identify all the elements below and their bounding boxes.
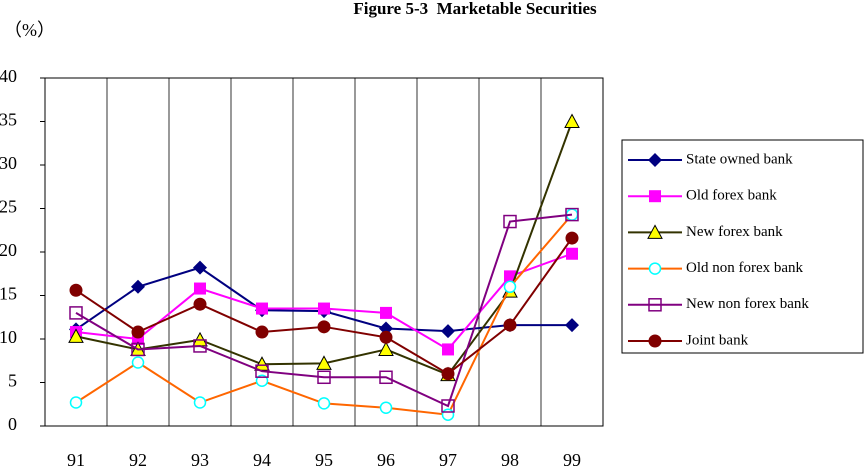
x-tick-label: 96	[377, 450, 395, 470]
x-tick-label: 99	[563, 450, 581, 470]
marker	[255, 374, 269, 388]
marker	[647, 224, 663, 239]
series-line	[75, 213, 573, 408]
plot-area	[44, 77, 604, 427]
y-tick-label: 40	[0, 66, 17, 86]
marker	[318, 302, 330, 315]
y-tick-label: 15	[0, 284, 17, 304]
marker	[648, 153, 662, 167]
marker	[565, 318, 579, 333]
marker	[69, 306, 83, 320]
x-tick-label: 91	[67, 450, 85, 470]
marker	[442, 343, 454, 356]
marker	[649, 190, 661, 203]
marker	[648, 298, 662, 312]
y-tick-label: 30	[0, 153, 17, 173]
marker	[317, 397, 331, 410]
marker	[255, 325, 269, 339]
legend-label: New forex bank	[686, 224, 783, 240]
marker	[503, 280, 517, 294]
marker	[564, 113, 580, 128]
chart-title: Figure 5-3 Marketable Securities	[353, 0, 597, 18]
marker	[194, 282, 206, 295]
marker	[131, 325, 145, 339]
x-tick-label: 97	[439, 450, 457, 470]
y-tick-label: 25	[0, 197, 17, 217]
marker	[193, 297, 207, 311]
marker	[566, 247, 578, 260]
marker	[441, 399, 455, 413]
legend-label: Old forex bank	[686, 188, 777, 204]
legend-label: Old non forex bank	[686, 260, 804, 276]
x-tick-label: 93	[191, 450, 209, 470]
marker	[131, 342, 145, 357]
marker	[255, 364, 269, 378]
marker	[68, 328, 84, 343]
marker	[504, 270, 516, 283]
legend-box	[621, 139, 864, 354]
marker	[316, 355, 332, 370]
marker	[378, 341, 394, 356]
y-tick-label: 20	[0, 240, 17, 260]
y-tick-label: 35	[0, 110, 17, 130]
y-tick-label: 5	[8, 371, 17, 391]
marker	[69, 396, 83, 409]
marker	[379, 330, 393, 344]
marker	[379, 401, 393, 414]
marker	[441, 324, 455, 339]
marker	[441, 367, 455, 381]
legend-label: State owned bank	[686, 151, 793, 167]
marker	[565, 207, 579, 222]
marker	[503, 318, 517, 332]
marker	[317, 370, 331, 385]
marker	[256, 302, 268, 315]
marker	[648, 334, 662, 348]
marker	[131, 279, 145, 294]
marker	[131, 356, 145, 369]
marker	[648, 262, 662, 275]
marker	[379, 370, 393, 385]
y-tick-label: 0	[8, 414, 17, 434]
marker	[193, 260, 207, 275]
x-tick-label: 92	[129, 450, 147, 470]
x-tick-label: 95	[315, 450, 333, 470]
marker	[503, 214, 517, 229]
marker	[193, 396, 207, 409]
x-tick-label: 98	[501, 450, 519, 470]
marker	[441, 408, 455, 421]
x-tick-label: 94	[253, 450, 271, 470]
y-axis-label: （%）	[4, 20, 55, 40]
marker	[317, 320, 331, 334]
legend-label: Joint bank	[686, 332, 749, 348]
marker	[193, 339, 207, 353]
y-tick-label: 10	[0, 327, 17, 347]
marker	[380, 306, 392, 319]
legend-label: New non forex bank	[686, 296, 809, 312]
marker	[69, 283, 83, 297]
marker	[565, 231, 579, 245]
